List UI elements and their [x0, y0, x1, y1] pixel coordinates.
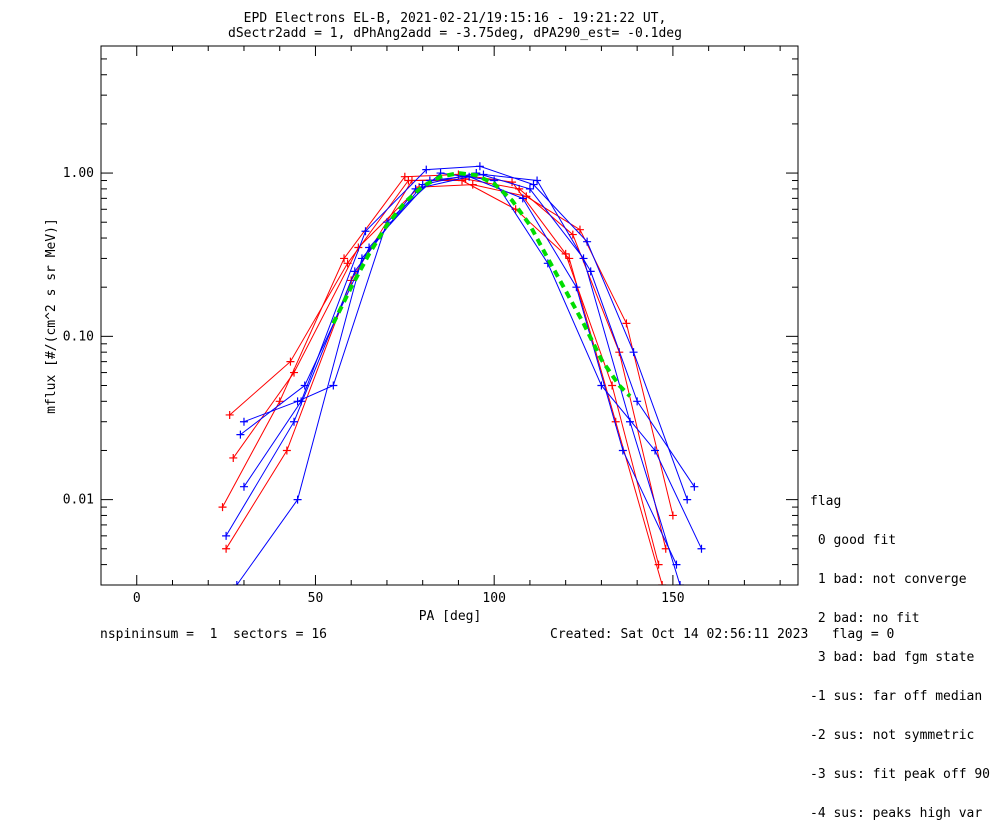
data-point-red-1-7 — [608, 381, 617, 390]
data-point-blue-8-8 — [651, 446, 660, 455]
plot-frame — [100, 45, 799, 586]
data-point-red-2-8 — [668, 511, 677, 520]
flag-legend-title: flag — [810, 494, 842, 509]
data-point-red-3-1 — [286, 357, 295, 366]
data-point-blue-7-6 — [586, 267, 595, 276]
data-point-red-3-3 — [404, 176, 413, 185]
data-point-red-2-6 — [575, 225, 584, 234]
flag-legend-item: 0 good fit — [810, 533, 897, 548]
x-tick-label: 0 — [133, 591, 141, 606]
data-point-red-2-1 — [290, 368, 299, 377]
data-point-red-3-6 — [565, 254, 574, 263]
data-point-blue-5-5 — [529, 180, 538, 189]
data-point-red-1-5 — [508, 178, 517, 187]
data-point-red-3-0 — [225, 410, 234, 419]
flag-legend-item: -3 sus: fit peak off 90 — [810, 767, 991, 782]
chart-subtitle: dSectr2add = 1, dPhAng2add = -3.75deg, d… — [228, 26, 682, 41]
data-point-blue-6-1 — [290, 417, 299, 426]
series-line-red-2 — [232, 184, 674, 516]
data-point-blue-6-7 — [618, 446, 627, 455]
data-point-blue-4-5 — [525, 184, 534, 193]
data-point-blue-8-0 — [239, 417, 248, 426]
y-tick-label: 1.00 — [63, 166, 94, 181]
y-axis-label: mflux [#/(cm^2 s sr MeV)] — [44, 218, 59, 414]
series-line-blue-8 — [243, 172, 702, 550]
data-point-blue-5-7 — [629, 348, 638, 357]
y-tick-label: 0.10 — [63, 329, 94, 344]
data-point-blue-8-7 — [597, 381, 606, 390]
data-point-red-0-6 — [568, 230, 577, 239]
flag-legend-item: 3 bad: bad fgm state — [810, 650, 975, 665]
x-tick-label: 50 — [308, 591, 324, 606]
data-point-blue-5-8 — [683, 495, 692, 504]
data-point-blue-4-7 — [626, 417, 635, 426]
footer-left: nspininsum = 1 sectors = 16 — [100, 627, 327, 642]
data-point-red-1-6 — [561, 249, 570, 258]
data-point-blue-6-6 — [572, 283, 581, 292]
flag-legend-item: -4 sus: peaks high var — [810, 806, 983, 821]
data-point-blue-5-6 — [583, 237, 592, 246]
data-layer — [218, 162, 706, 585]
data-point-red-1-0 — [218, 503, 227, 512]
data-point-blue-7-8 — [690, 482, 699, 491]
data-point-red-2-0 — [229, 453, 238, 462]
data-point-blue-7-5 — [533, 176, 542, 185]
series-line-red-3 — [229, 180, 663, 585]
flag-legend-item: 1 bad: not converge — [810, 572, 967, 587]
data-point-blue-8-9 — [697, 544, 706, 553]
data-point-blue-6-8 — [672, 560, 681, 569]
x-axis-label: PA [deg] — [419, 609, 482, 624]
data-point-blue-5-0 — [239, 482, 248, 491]
data-point-blue-6-5 — [518, 194, 527, 203]
data-point-blue-8-2 — [329, 381, 338, 390]
fit-curve — [331, 171, 632, 398]
data-point-red-1-3 — [400, 172, 409, 181]
flag-legend-item: -2 sus: not symmetric — [810, 728, 975, 743]
data-point-red-3-8 — [658, 581, 667, 585]
x-tick-label: 100 — [482, 591, 505, 606]
data-point-blue-6-0 — [222, 531, 231, 540]
data-point-blue-5-2 — [361, 227, 370, 236]
data-point-red-0-0 — [222, 544, 231, 553]
footer-right: Created: Sat Oct 14 02:56:11 2023 flag =… — [550, 627, 895, 642]
data-point-red-2-5 — [522, 192, 531, 201]
y-tick-label: 0.01 — [63, 493, 94, 508]
data-point-blue-4-1 — [293, 495, 302, 504]
data-point-blue-7-0 — [236, 430, 245, 439]
data-point-red-2-7 — [622, 319, 631, 328]
series-line-red-1 — [222, 173, 660, 565]
x-tick-label: 150 — [661, 591, 684, 606]
chart-title: EPD Electrons EL-B, 2021-02-21/19:15:16 … — [244, 11, 667, 26]
data-point-blue-5-4 — [475, 162, 484, 171]
flag-legend-item: 2 bad: no fit — [810, 611, 920, 626]
flag-legend-item: -1 sus: far off median — [810, 689, 983, 704]
data-point-red-0-1 — [282, 446, 291, 455]
data-point-blue-7-1 — [300, 381, 309, 390]
flag-legend: flag 0 good fit 1 bad: not converge 2 ba… — [810, 469, 990, 833]
data-point-red-3-2 — [343, 259, 352, 268]
data-point-blue-4-8 — [676, 581, 685, 585]
tick-layer: 0 50 100 150 0.01 0.10 1.00 — [63, 46, 798, 606]
data-point-blue-7-7 — [633, 397, 642, 406]
data-point-blue-4-0 — [232, 581, 241, 585]
data-point-blue-8-1 — [293, 397, 302, 406]
pa-distribution-plot: EPD Electrons EL-B, 2021-02-21/19:15:16 … — [44, 11, 799, 624]
data-point-red-1-2 — [340, 254, 349, 263]
data-point-blue-5-3 — [422, 165, 431, 174]
